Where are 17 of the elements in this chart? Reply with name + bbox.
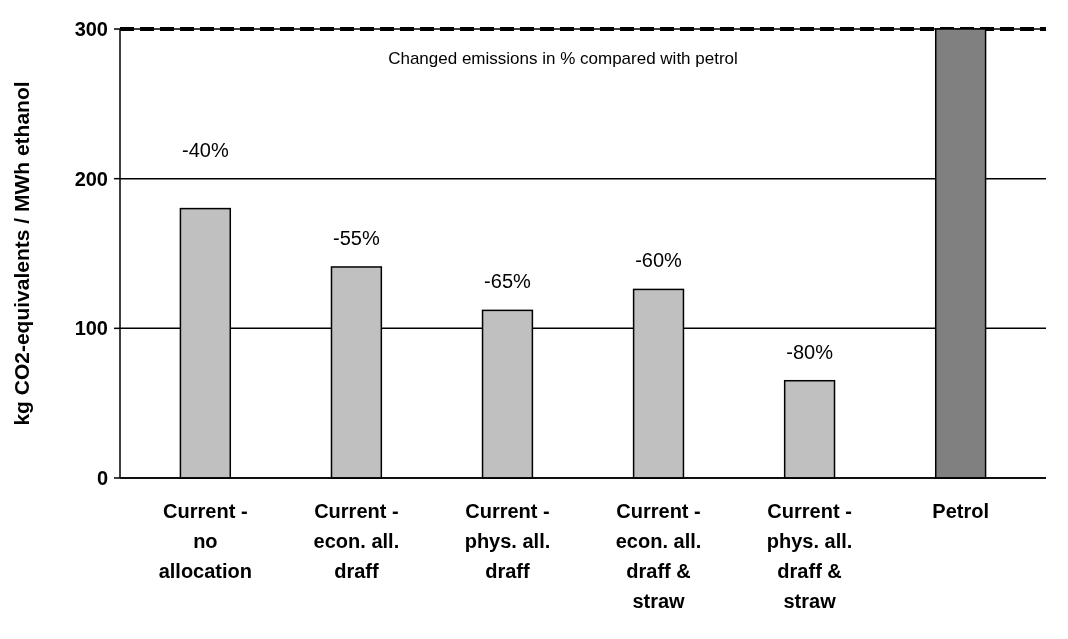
y-tick-label: 0 <box>96 467 108 489</box>
x-tick-label: Current - phys. all. draff <box>464 500 551 582</box>
annotation: -55% <box>333 226 380 249</box>
x-tick-label: Current - econ. all. draff & straw <box>615 500 702 612</box>
x-tick-label: Current - phys. all. draff & straw <box>766 500 853 612</box>
y-axis-title: kg CO2-equivalents / MWh ethanol <box>10 81 34 426</box>
y-tick-label: 300 <box>74 18 108 40</box>
annotation: Changed emissions in % compared with petrol <box>388 49 738 68</box>
annotation: -65% <box>484 270 532 293</box>
annotation: -80% <box>786 340 834 363</box>
annotation: -40% <box>182 138 229 161</box>
annotation: -60% <box>635 249 683 272</box>
x-tick-label: Current - econ. all. draff <box>313 500 400 582</box>
y-tick-label: 200 <box>74 167 108 190</box>
x-tick-label: Petrol <box>932 500 989 522</box>
x-tick-label: Current - no allocation <box>158 500 253 582</box>
y-tick-label: 100 <box>74 317 108 340</box>
